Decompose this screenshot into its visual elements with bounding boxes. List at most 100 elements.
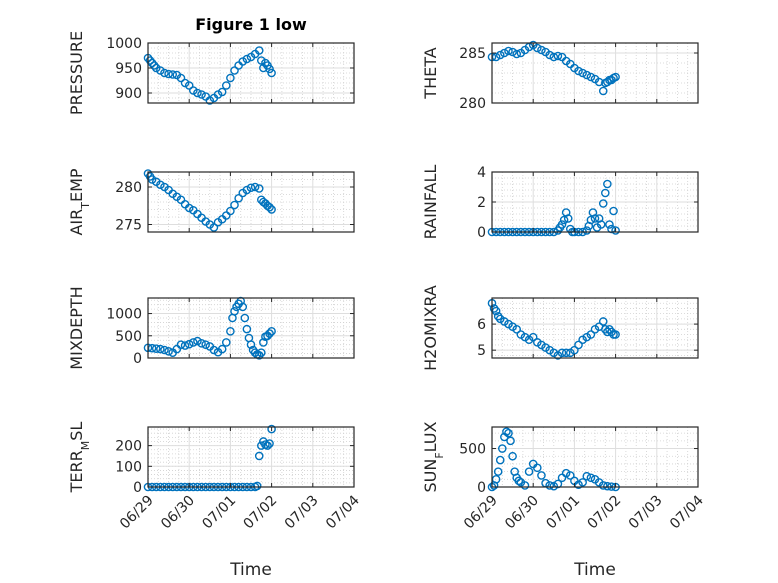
data-point	[598, 317, 608, 326]
y-axis-label: TERRMSL	[67, 422, 92, 494]
data-point	[246, 183, 256, 193]
y-tick-label: 280	[459, 96, 486, 112]
data-point	[500, 48, 509, 58]
data-point	[267, 205, 276, 214]
data-point	[230, 200, 239, 210]
data-point	[197, 90, 206, 99]
data-point	[176, 340, 186, 349]
data-point	[221, 338, 231, 347]
y-axis-label: PRESSURE	[67, 31, 86, 115]
data-point	[189, 338, 198, 347]
data-point	[504, 46, 513, 56]
x-tick-label: 06/29	[461, 493, 501, 533]
data-point	[605, 325, 614, 334]
x-tick-label: 07/04	[667, 492, 707, 532]
data-point	[520, 481, 530, 490]
data-point	[611, 330, 620, 339]
data-point	[561, 468, 571, 478]
data-point	[217, 87, 227, 97]
data-point	[160, 68, 169, 78]
data-point	[151, 344, 161, 353]
data-point	[495, 50, 505, 60]
y-axis-label: AIRTEMP	[67, 168, 92, 235]
y-tick-label: 200	[115, 439, 142, 455]
data-point	[574, 66, 583, 76]
data-point	[193, 336, 202, 346]
data-point	[145, 56, 155, 65]
data-point	[557, 220, 567, 229]
data-point	[242, 54, 252, 64]
data-point	[598, 481, 608, 490]
y-tick-label: 275	[115, 218, 142, 234]
data-point	[533, 43, 542, 53]
data-point	[246, 340, 256, 349]
axes-box	[491, 426, 699, 488]
x-tick-label: 07/03	[282, 493, 322, 533]
data-point	[176, 73, 186, 83]
data-point	[528, 332, 538, 342]
x-axis-label: Time	[229, 560, 272, 580]
axes-panel-air-temp: 275 280 AIRTEMP	[67, 168, 355, 236]
data-point	[226, 73, 235, 83]
data-point	[578, 68, 587, 78]
x-tick-label: 06/29	[117, 493, 157, 533]
data-point	[184, 81, 194, 90]
data-point	[265, 439, 274, 448]
data-point	[256, 441, 266, 450]
data-point	[549, 52, 559, 62]
data-point	[238, 302, 248, 312]
y-tick-label: 900	[115, 86, 142, 102]
y-axis-label: THETA	[421, 47, 440, 99]
y-tick-label: 2	[477, 195, 486, 211]
data-point	[586, 72, 596, 82]
x-axis-label: Time	[573, 560, 616, 580]
data-point	[553, 51, 563, 61]
data-point	[184, 203, 194, 213]
data-point	[168, 70, 178, 79]
axes-panel-mixdepth: 0 500 1000 MIXDEPTH	[67, 286, 355, 370]
data-point	[209, 223, 219, 232]
data-point	[493, 467, 503, 476]
y-tick-label: 100	[115, 459, 142, 475]
data-point	[209, 345, 219, 355]
data-point	[508, 47, 517, 57]
data-point	[601, 188, 610, 198]
data-point	[493, 311, 503, 321]
axes-panel-theta: 280 285 THETA	[421, 40, 699, 112]
y-tick-label: 0	[133, 351, 142, 367]
data-point	[226, 327, 235, 336]
data-point	[586, 215, 596, 225]
data-point	[537, 471, 546, 480]
data-point	[221, 81, 231, 90]
x-tick-label: 07/02	[241, 493, 281, 533]
data-point	[545, 50, 554, 60]
data-point	[582, 70, 592, 80]
x-tick-label: 07/03	[626, 493, 666, 533]
data-point	[254, 184, 264, 193]
data-point	[611, 226, 620, 235]
data-point	[582, 226, 592, 235]
data-point	[565, 471, 575, 480]
axes-panel-terr-msl: 0 100 200 06/29 06/30 07/01 07/02 07/03 07/04 TER…	[67, 422, 363, 580]
data-point	[582, 471, 592, 481]
y-tick-label: 950	[115, 61, 142, 77]
y-tick-label: 500	[459, 442, 486, 458]
x-tick-label: 07/02	[585, 493, 625, 533]
data-point	[240, 313, 250, 323]
data-point	[242, 324, 252, 334]
x-tick-label: 06/30	[158, 493, 198, 533]
data-point	[574, 480, 583, 489]
data-point	[570, 345, 579, 355]
data-point	[497, 444, 507, 453]
y-tick-label: 280	[115, 180, 142, 196]
data-point	[164, 69, 173, 79]
data-point	[267, 68, 276, 78]
data-point	[605, 220, 614, 229]
data-point	[545, 481, 554, 490]
axes-panel-sun-flux: 0 500 06/29 06/30 07/01 07/02 07/03 07/04 SUNFLU…	[421, 421, 707, 580]
data-point	[549, 481, 559, 491]
axes-box	[491, 42, 699, 104]
data-point	[533, 463, 542, 473]
data-point	[586, 330, 596, 339]
data-point	[197, 339, 206, 348]
